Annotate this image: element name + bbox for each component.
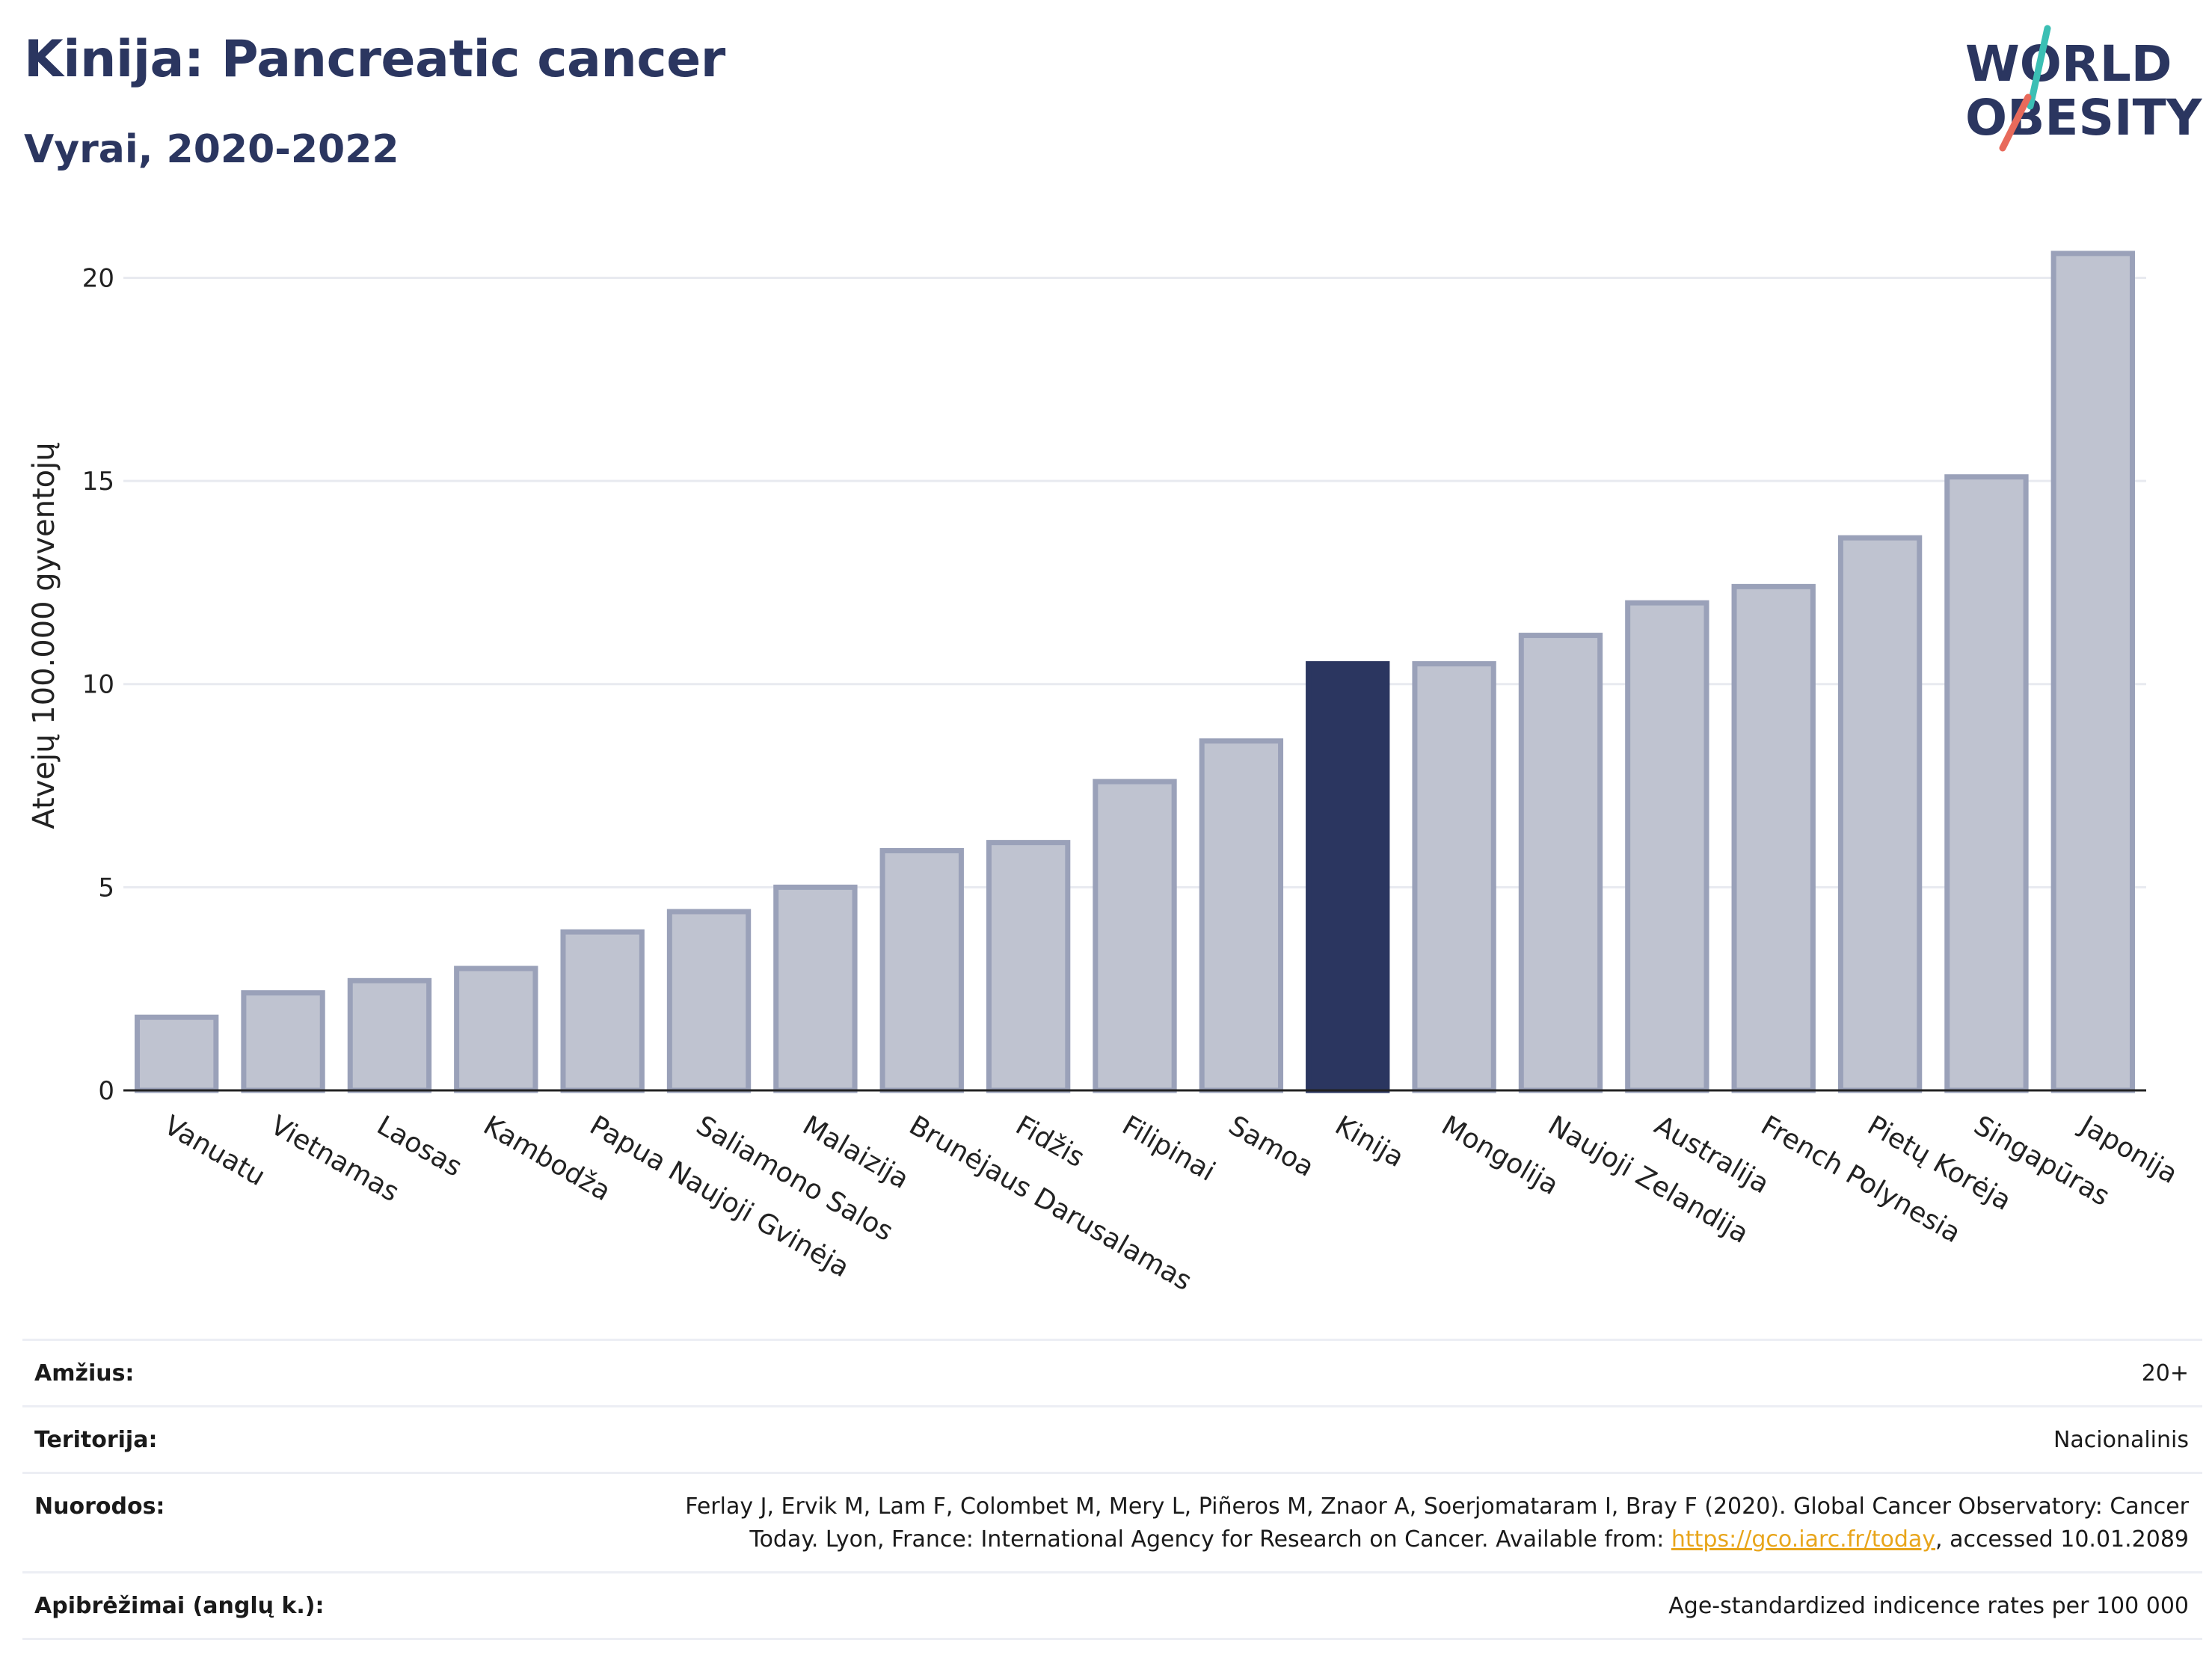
- y-tick-label: 20: [82, 263, 114, 293]
- info-key: Teritorija:: [34, 1427, 158, 1453]
- x-tick-label: Vanuatu: [159, 1110, 270, 1192]
- bar-kambodža: [454, 965, 538, 1093]
- world-obesity-logo: WORLD OBESITY: [1965, 25, 2203, 152]
- reference-accessed: , accessed 10.01.2089: [1935, 1526, 2189, 1553]
- x-tick-label: Naujoji Zelandija: [1543, 1110, 1754, 1249]
- bar-kinija: [1306, 661, 1390, 1093]
- bar-japonija: [2050, 251, 2135, 1093]
- y-axis-ticks: 0 5 10 15 20: [82, 263, 114, 1106]
- info-key: Amžius:: [34, 1360, 135, 1387]
- chart-subtitle: Vyrai, 2020-2022: [24, 127, 399, 172]
- info-value: Ferlay J, Ervik M, Lam F, Colombet M, Me…: [685, 1490, 2189, 1556]
- bar-australija: [1625, 600, 1709, 1093]
- bar-singapūras: [1944, 474, 2029, 1093]
- bar-pietų-korėja: [1837, 535, 1923, 1093]
- x-tick-label: Fidžis: [1010, 1110, 1090, 1173]
- info-table: Amžius: 20+ Teritorija: Nacionalinis Nuo…: [22, 1339, 2202, 1640]
- y-tick-label: 10: [82, 670, 114, 700]
- bar-laosas: [347, 977, 432, 1093]
- reference-link[interactable]: https://gco.iarc.fr/today: [1671, 1526, 1936, 1553]
- x-tick-label: French Polynesia: [1756, 1110, 1966, 1249]
- logo-line1: WORLD: [1965, 35, 2172, 93]
- reference-line2: Today. Lyon, France: International Agenc…: [749, 1526, 1671, 1553]
- bar-brunėjaus-darusalamas: [879, 847, 964, 1093]
- bar-naujoji-zelandija: [1518, 633, 1603, 1093]
- info-row-definitions: Apibrėžimai (anglų k.): Age-standardized…: [22, 1571, 2202, 1640]
- info-value: Nacionalinis: [2053, 1427, 2189, 1453]
- info-row-references: Nuorodos: Ferlay J, Ervik M, Lam F, Colo…: [22, 1472, 2202, 1571]
- bar-filipinai: [1093, 779, 1177, 1093]
- y-tick-label: 5: [98, 873, 114, 903]
- y-tick-label: 0: [98, 1076, 114, 1106]
- x-tick-label: Kinija: [1330, 1110, 1409, 1173]
- bar-vanuatu: [135, 1014, 219, 1093]
- bar-french-polynesia: [1731, 583, 1816, 1093]
- bar-fidžis: [986, 840, 1071, 1093]
- info-row-age: Amžius: 20+: [22, 1339, 2202, 1405]
- info-value: 20+: [2141, 1360, 2189, 1387]
- bar-vietnamas: [241, 990, 325, 1093]
- bar-malaizija: [773, 884, 858, 1093]
- chart-title: Kinija: Pancreatic cancer: [24, 30, 725, 89]
- info-key: Nuorodos:: [34, 1493, 165, 1520]
- bar-papua-naujoji-gvinėja: [560, 929, 645, 1093]
- bar-saliamono-salos: [666, 909, 752, 1093]
- info-key: Apibrėžimai (anglų k.):: [34, 1593, 325, 1619]
- y-axis-label: Atvejų 100.000 gyventojų: [27, 442, 61, 829]
- y-tick-label: 15: [82, 467, 114, 497]
- info-row-territory: Teritorija: Nacionalinis: [22, 1405, 2202, 1472]
- info-value: Age-standardized indicence rates per 100…: [1668, 1593, 2189, 1619]
- reference-line1: Ferlay J, Ervik M, Lam F, Colombet M, Me…: [685, 1493, 2189, 1520]
- x-tick-label: Mongolija: [1437, 1110, 1564, 1201]
- x-tick-label: Filipinai: [1117, 1110, 1220, 1187]
- bar-mongolija: [1412, 661, 1496, 1093]
- bars: [135, 251, 2135, 1093]
- bar-samoa: [1199, 738, 1284, 1093]
- x-tick-label: Samoa: [1223, 1110, 1319, 1183]
